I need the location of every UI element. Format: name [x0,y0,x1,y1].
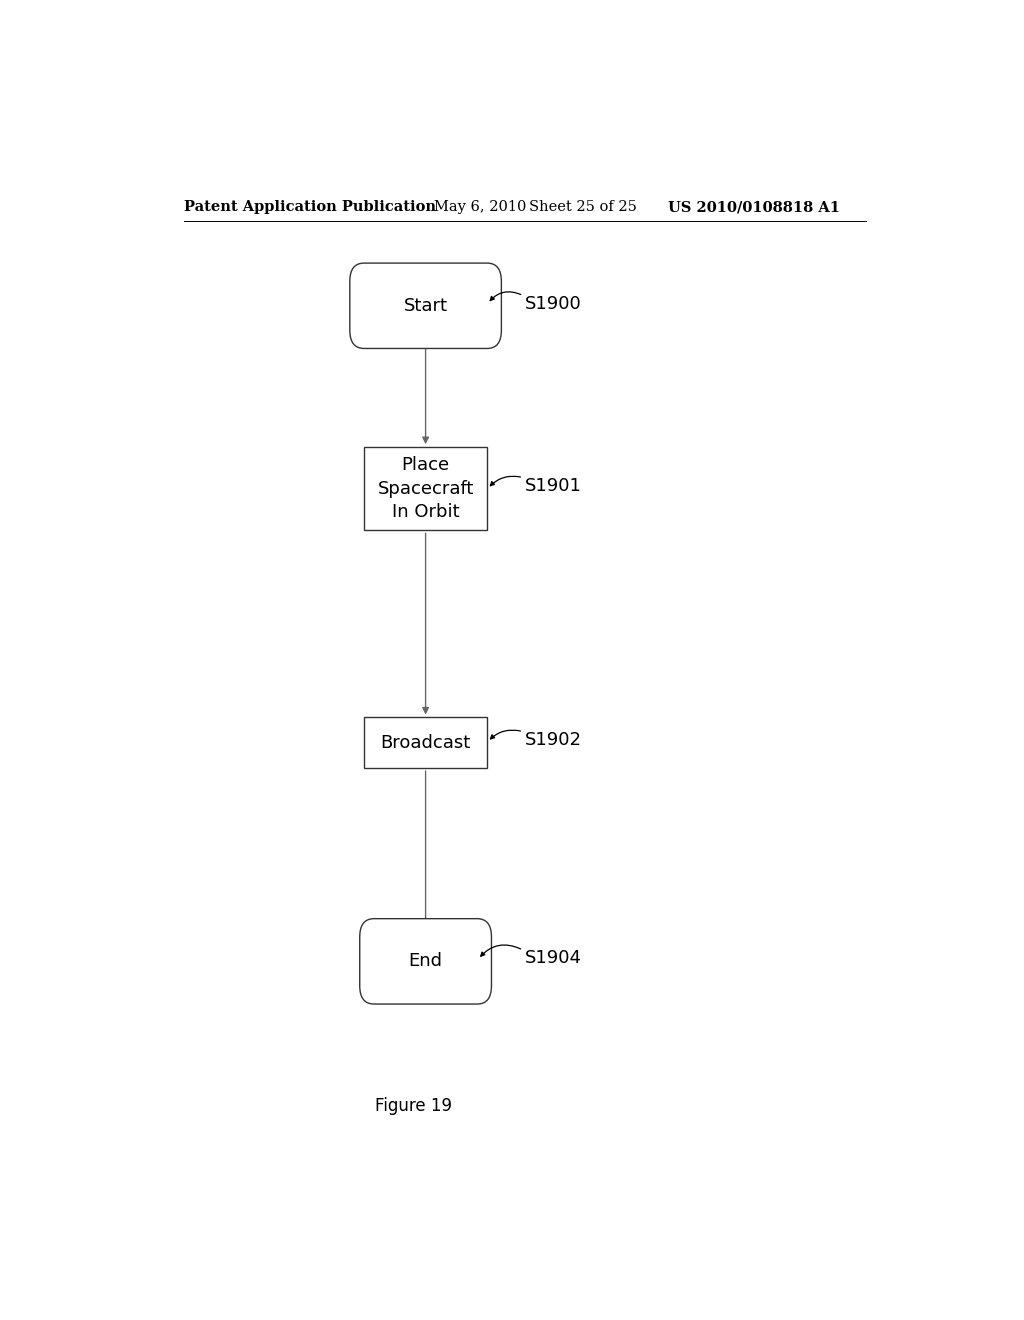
Text: S1902: S1902 [524,731,582,748]
Text: Place
Spacecraft
In Orbit: Place Spacecraft In Orbit [378,457,474,521]
Bar [365,447,487,531]
FancyBboxPatch shape [359,919,492,1005]
Text: Patent Application Publication: Patent Application Publication [183,201,435,214]
Text: US 2010/0108818 A1: US 2010/0108818 A1 [668,201,840,214]
Text: Sheet 25 of 25: Sheet 25 of 25 [528,201,637,214]
Text: S1900: S1900 [524,294,582,313]
FancyBboxPatch shape [350,263,502,348]
Bar [365,718,487,768]
Text: Start: Start [403,297,447,314]
Text: S1901: S1901 [524,477,582,495]
Text: S1904: S1904 [524,949,582,968]
Text: Figure 19: Figure 19 [375,1097,453,1114]
Text: Broadcast: Broadcast [381,734,471,752]
Text: May 6, 2010: May 6, 2010 [433,201,526,214]
Text: End: End [409,952,442,970]
